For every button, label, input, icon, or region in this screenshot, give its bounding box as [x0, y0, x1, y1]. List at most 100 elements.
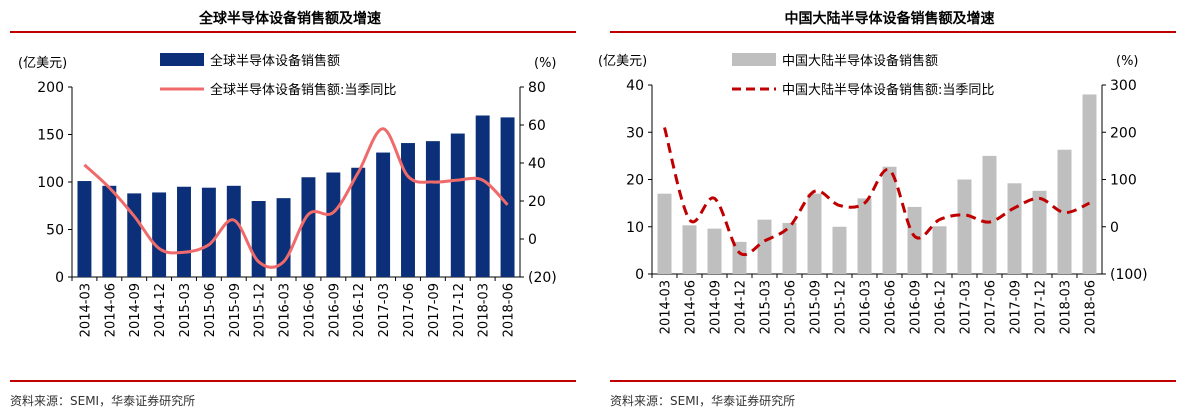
x-tick-label: 2015-12: [253, 283, 268, 337]
x-tick-label: 2015-03: [759, 280, 774, 334]
bar: [682, 225, 697, 274]
left-axis-unit: (亿美元): [598, 54, 647, 69]
right-tick-label: 200: [1110, 125, 1137, 141]
right-chart-panel: 中国大陆半导体设备销售额及增速 0 10 20 30 40 (100) 0 100 200 300…: [598, 0, 1179, 414]
left-tick-label: 100: [37, 175, 64, 191]
x-tick-label: 2015-12: [834, 280, 849, 334]
bar: [1032, 190, 1047, 274]
right-tick-label: 0: [528, 232, 537, 248]
bar: [932, 226, 947, 274]
bar: [376, 152, 391, 277]
left-tick-label: 0: [55, 270, 64, 286]
right-tick-label: 80: [528, 80, 546, 96]
x-tick-label: 2014-03: [659, 280, 674, 334]
x-tick-label: 2016-09: [327, 283, 342, 337]
right-tick-label: (100): [1110, 267, 1148, 283]
legend-bar-label: 中国大陆半导体设备销售额: [782, 53, 938, 69]
left-tick-label: 30: [626, 125, 644, 141]
left-tick-label: 50: [46, 223, 64, 239]
china-equipment-chart: 0 10 20 30 40 (100) 0 100 200 300 (亿美元) (%) 2014-03 2…: [598, 53, 1148, 334]
bar: [732, 241, 747, 274]
yoy-line: [663, 127, 1091, 256]
x-tick-label: 2018-06: [502, 283, 517, 337]
global-equipment-chart: 0 50 100 150 200 (20) 0 20 40 60 80 (亿美元) (%) 2014-03…: [18, 53, 557, 337]
x-tick-label: 2014-06: [684, 280, 699, 334]
bar: [351, 167, 366, 277]
x-tick-label: 2017-03: [959, 280, 974, 334]
legend-bar-label: 全球半导体设备销售额: [210, 53, 340, 69]
bar: [982, 155, 997, 274]
bar: [857, 198, 872, 274]
bar: [1082, 94, 1097, 274]
right-tick-label: 60: [528, 118, 546, 134]
footer-rule: [10, 380, 576, 382]
title-rule: [10, 31, 576, 33]
left-tick-label: 0: [635, 267, 644, 283]
title-rule: [610, 31, 1176, 33]
bar: [882, 166, 897, 274]
bar: [152, 192, 167, 277]
x-tick-label: 2016-03: [859, 280, 874, 334]
bar: [832, 226, 847, 274]
bar: [127, 193, 142, 277]
legend-bar-swatch: [732, 53, 776, 66]
bar: [177, 186, 191, 277]
legend-bar-swatch: [160, 53, 204, 66]
bar: [657, 193, 672, 274]
right-tick-label: (20): [528, 270, 557, 286]
source-note: 资料来源：SEMI，华泰证券研究所: [10, 394, 196, 408]
x-tick-label: 2014-09: [128, 283, 143, 337]
right-axis-unit: (%): [1116, 54, 1139, 69]
bar: [450, 133, 465, 277]
bar: [401, 143, 415, 277]
source-note: 资料来源：SEMI，华泰证券研究所: [610, 394, 796, 408]
x-tick-label: 2017-09: [1009, 280, 1024, 334]
x-tick-label: 2017-09: [427, 283, 442, 337]
left-chart-panel: 全球半导体设备销售额及增速 0 50 100 150 200 (20) 0 20 40 60 80 (…: [0, 0, 580, 414]
x-tick-label: 2015-06: [784, 280, 799, 334]
x-tick-label: 2015-06: [203, 283, 218, 337]
legend-line-label: 全球半导体设备销售额:当季同比: [210, 82, 396, 98]
x-tick-label: 2016-09: [909, 280, 924, 334]
chart-title: 中国大陆半导体设备销售额及增速: [784, 11, 995, 27]
x-tick-label: 2015-09: [228, 283, 243, 337]
right-axis-unit: (%): [534, 56, 557, 71]
x-tick-label: 2017-06: [984, 280, 999, 334]
x-tick-label: 2014-12: [153, 283, 168, 337]
bar: [757, 219, 772, 274]
left-tick-label: 150: [37, 128, 64, 144]
right-tick-label: 20: [528, 194, 546, 210]
bar: [77, 181, 92, 277]
bar: [226, 185, 241, 277]
right-tick-label: 0: [1110, 220, 1119, 236]
bar: [1007, 183, 1022, 274]
left-tick-label: 10: [626, 220, 644, 236]
bar: [957, 179, 972, 274]
x-tick-label: 2018-06: [1084, 280, 1099, 334]
footer-rule: [610, 380, 1176, 382]
x-tick-label: 2017-03: [377, 283, 392, 337]
yoy-line: [83, 127, 509, 269]
bar: [326, 172, 341, 277]
x-tick-label: 2016-06: [302, 283, 317, 337]
bar: [807, 193, 822, 274]
x-tick-label: 2016-12: [934, 280, 949, 334]
x-tick-label: 2016-03: [278, 283, 293, 337]
legend-line-label: 中国大陆半导体设备销售额:当季同比: [782, 82, 994, 98]
x-tick-label: 2016-12: [352, 283, 367, 337]
left-tick-label: 20: [626, 173, 644, 189]
x-tick-label: 2014-06: [103, 283, 118, 337]
bar: [425, 141, 440, 277]
right-tick-label: 40: [528, 156, 546, 172]
x-tick-label: 2017-06: [402, 283, 417, 337]
x-tick-label: 2014-12: [734, 280, 749, 334]
chart-title: 全球半导体设备销售额及增速: [199, 11, 381, 27]
bar: [102, 185, 117, 277]
x-tick-label: 2014-03: [78, 283, 93, 337]
x-tick-label: 2017-12: [1034, 280, 1049, 334]
x-tick-label: 2014-09: [709, 280, 724, 334]
x-tick-label: 2017-12: [452, 283, 467, 337]
x-tick-label: 2018-03: [1059, 280, 1074, 334]
x-tick-label: 2016-06: [884, 280, 899, 334]
bar: [1057, 149, 1072, 274]
